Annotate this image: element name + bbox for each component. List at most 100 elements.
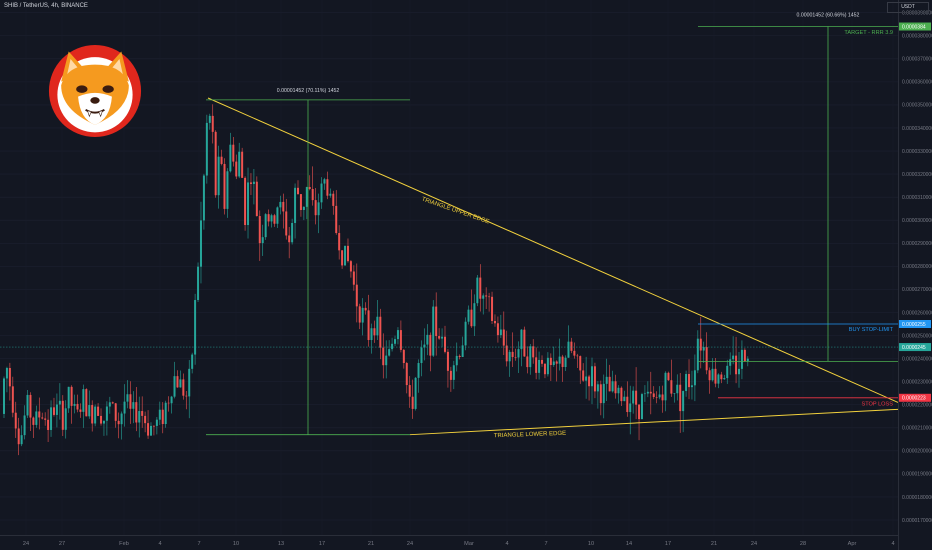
candle-body (50, 407, 53, 430)
candle-body (646, 391, 649, 394)
candle-body (455, 355, 458, 366)
candle-body (523, 329, 526, 357)
candle-body (541, 359, 544, 364)
candle-body (305, 187, 308, 207)
candle-body (632, 390, 635, 404)
candle-body (220, 156, 223, 164)
price-tick-label: 0.0000220000 (902, 403, 932, 409)
price-tick-label: 0.0000340000 (902, 126, 932, 132)
price-axis-divider (898, 0, 899, 550)
candle-body (529, 346, 532, 368)
candle-body (111, 402, 114, 404)
candle-body (288, 235, 291, 243)
candle-body (173, 376, 176, 397)
candle-body (182, 379, 185, 396)
candle-body (411, 396, 414, 409)
candle-body (338, 233, 341, 251)
candle-body (611, 381, 614, 392)
candle-body (679, 384, 682, 412)
currency-label[interactable]: USDT (887, 2, 929, 13)
candle-body (496, 323, 499, 336)
candle-body (8, 367, 11, 387)
candle-body (444, 336, 446, 352)
candle-body (97, 406, 100, 416)
candle-body (638, 404, 641, 420)
candle-body (402, 349, 405, 364)
candle-body (382, 347, 385, 366)
candle-body (582, 370, 585, 381)
candle-body (47, 419, 50, 430)
candle-body (655, 396, 658, 398)
time-tick-label: 28 (800, 541, 806, 547)
price-tick-label: 0.0000190000 (902, 472, 932, 478)
time-tick-label: 10 (588, 541, 594, 547)
candle-body (508, 351, 511, 362)
candle-body (485, 295, 488, 297)
time-tick-label: 4 (505, 541, 508, 547)
time-tick-label: Apr (848, 541, 857, 547)
candlestick-series (3, 104, 749, 456)
candle-body (270, 215, 273, 222)
candle-body (673, 393, 676, 394)
candle-body (258, 216, 261, 244)
candle-body (667, 372, 670, 381)
candle-body (570, 341, 573, 351)
candle-body (44, 418, 47, 420)
candle-body (373, 328, 376, 336)
candle-body (699, 338, 702, 351)
candle-body (123, 401, 126, 414)
candle-body (376, 316, 379, 336)
candle-body (502, 329, 505, 346)
candle-body (100, 415, 103, 424)
candle-body (67, 386, 70, 409)
time-axis[interactable]: 24 27 Feb 4 7 10 13 17 21 24 Mar 4 7 10 14 17 21 24 28 Apr 4 (23, 541, 895, 547)
candle-body (370, 328, 373, 341)
candle-body (302, 206, 305, 210)
candle-body (214, 131, 217, 196)
candle-body (396, 330, 399, 340)
candle-body (640, 394, 643, 420)
price-tick-label: 0.0000310000 (902, 195, 932, 201)
price-tick-label: 0.0000240000 (902, 356, 932, 362)
time-tick-label: 27 (59, 541, 65, 547)
candle-body (470, 309, 473, 327)
candle-body (429, 334, 432, 356)
candle-body (599, 384, 602, 404)
candle-body (499, 329, 502, 336)
candle-body (285, 211, 288, 236)
candle-body (740, 349, 743, 369)
time-tick-label: 24 (407, 541, 413, 547)
candle-body (152, 425, 155, 427)
price-tick-label: 0.0000320000 (902, 172, 932, 178)
candle-body (102, 420, 105, 424)
candle-body (138, 411, 141, 423)
candle-body (693, 370, 696, 386)
candle-body (135, 402, 138, 423)
measure-right-label: 0.00001452 (60.66%) 1452 (797, 13, 860, 19)
price-axis[interactable]: 0.00003900000.00003800000.00003700000.00… (902, 10, 932, 523)
price-tick-label: 0.0000250000 (902, 333, 932, 339)
time-tick-label: 17 (319, 541, 325, 547)
candle-body (626, 396, 629, 413)
measure-left-label: 0.00001452 (70.11%) 1452 (277, 88, 340, 94)
candle-body (176, 376, 179, 388)
candle-body (605, 376, 608, 384)
candle-body (61, 400, 64, 430)
time-axis-divider (0, 535, 898, 536)
price-tick-label: 0.0000360000 (902, 80, 932, 86)
triangle-lower-label: TRIANGLE LOWER EDGE (494, 431, 567, 440)
candle-body (491, 296, 494, 321)
price-tick-label: 0.0000200000 (902, 449, 932, 455)
candle-body (129, 394, 132, 409)
price-tick-label: 0.0000390000 (902, 10, 932, 16)
candle-body (735, 355, 738, 375)
candle-body (432, 306, 435, 356)
candle-body (29, 394, 32, 418)
stop-loss-label: STOP LOSS (861, 401, 893, 407)
candle-body (449, 370, 452, 380)
candle-body (367, 310, 370, 341)
time-tick-label: 7 (544, 541, 547, 547)
candle-body (435, 306, 438, 337)
candle-body (41, 417, 44, 419)
